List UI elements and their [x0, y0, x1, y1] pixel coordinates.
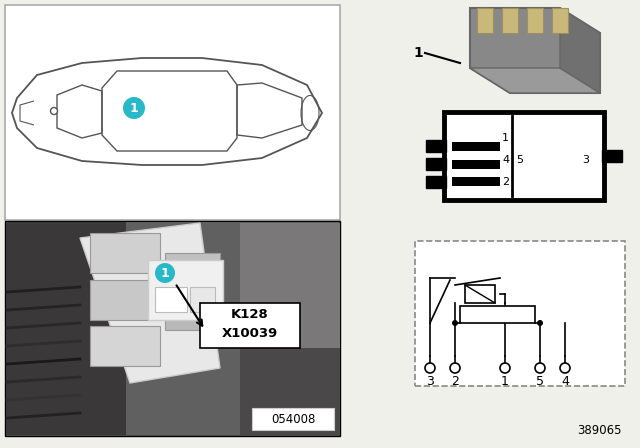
- Polygon shape: [470, 8, 600, 93]
- Bar: [415, 241, 625, 386]
- Bar: [252, 408, 334, 430]
- Bar: [5, 221, 340, 436]
- Text: K128: K128: [231, 307, 269, 320]
- Bar: [426, 176, 446, 188]
- Bar: [465, 285, 495, 303]
- Text: 389065: 389065: [577, 423, 622, 436]
- Circle shape: [500, 363, 510, 373]
- Polygon shape: [470, 68, 600, 93]
- Circle shape: [452, 320, 458, 326]
- Bar: [426, 158, 446, 170]
- Circle shape: [51, 108, 58, 115]
- Circle shape: [450, 363, 460, 373]
- Bar: [190, 287, 215, 312]
- Bar: [240, 223, 340, 348]
- Polygon shape: [552, 8, 568, 33]
- Text: 2: 2: [502, 177, 509, 187]
- Polygon shape: [502, 8, 518, 33]
- Text: 4: 4: [502, 155, 509, 165]
- Bar: [148, 260, 223, 320]
- Polygon shape: [527, 8, 543, 33]
- Text: 1: 1: [502, 133, 509, 143]
- Polygon shape: [560, 8, 600, 93]
- Bar: [90, 280, 160, 320]
- Circle shape: [123, 97, 145, 119]
- Bar: [5, 5, 340, 220]
- Text: 1: 1: [130, 102, 138, 115]
- Circle shape: [425, 363, 435, 373]
- Circle shape: [560, 363, 570, 373]
- Polygon shape: [477, 8, 493, 33]
- Bar: [6, 222, 339, 435]
- Bar: [165, 295, 220, 330]
- Text: 1: 1: [161, 267, 170, 280]
- Text: 3: 3: [582, 155, 589, 165]
- Circle shape: [537, 320, 543, 326]
- Bar: [155, 287, 187, 312]
- Bar: [240, 348, 340, 435]
- Text: 4: 4: [561, 375, 569, 388]
- Bar: [90, 233, 160, 273]
- Text: 1: 1: [501, 375, 509, 388]
- Bar: [452, 177, 500, 186]
- Circle shape: [535, 363, 545, 373]
- Text: 5: 5: [536, 375, 544, 388]
- Bar: [452, 160, 500, 169]
- Circle shape: [155, 263, 175, 283]
- Polygon shape: [80, 223, 220, 383]
- Bar: [165, 253, 220, 288]
- Bar: [444, 112, 604, 200]
- Text: 2: 2: [451, 375, 459, 388]
- Bar: [6, 222, 126, 435]
- Bar: [90, 326, 160, 366]
- Bar: [200, 303, 300, 348]
- Bar: [460, 306, 535, 323]
- Text: 3: 3: [426, 375, 434, 388]
- Bar: [602, 150, 622, 162]
- Text: 5: 5: [516, 155, 523, 165]
- Bar: [426, 140, 446, 152]
- Text: 1: 1: [413, 46, 423, 60]
- Text: X10039: X10039: [222, 327, 278, 340]
- Bar: [452, 142, 500, 151]
- Text: 054008: 054008: [271, 413, 315, 426]
